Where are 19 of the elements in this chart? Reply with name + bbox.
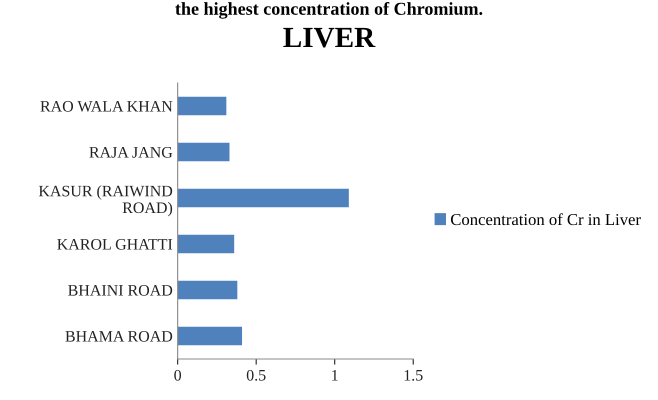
y-tick-label: BHAINI ROAD: [68, 284, 172, 296]
y-tick-label: BHAMA ROAD: [65, 330, 172, 342]
x-tick-label: 1: [332, 370, 338, 380]
bar: [178, 142, 230, 162]
legend-label: Concentration of Cr in Liver: [450, 213, 641, 226]
y-tick-label: KAROL GHATTI: [57, 238, 172, 250]
bar: [178, 188, 349, 208]
y-tick-label: KASUR (RAIWIND ROAD): [38, 185, 172, 216]
y-tick-label: RAJA JANG: [89, 146, 172, 158]
x-tick-label: 1.5: [404, 370, 423, 381]
x-tick-label: 0.5: [246, 370, 266, 381]
y-tick-label: RAO WALA KHAN: [40, 100, 172, 112]
x-tick-label: 0: [174, 370, 182, 381]
chart-title: LIVER: [283, 28, 376, 48]
bar: [178, 280, 238, 300]
text: the highest concentration of Chromium.: [175, 2, 482, 19]
bar: [178, 96, 226, 116]
bar: [178, 234, 234, 254]
bar: [178, 326, 242, 346]
